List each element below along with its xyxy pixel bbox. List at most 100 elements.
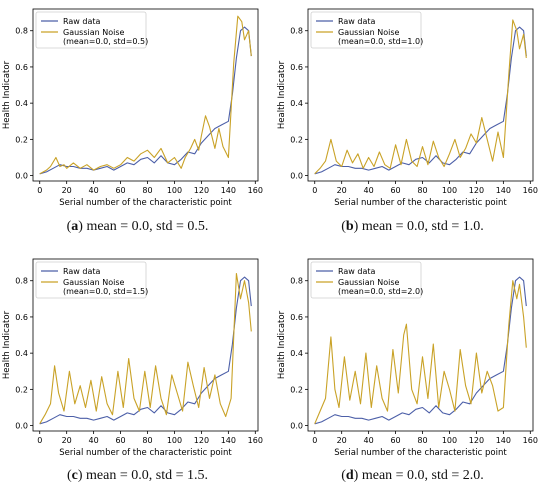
caption-text: mean = 0.0, std = 2.0. [361, 468, 484, 483]
x-tick-label: 20 [337, 436, 347, 445]
x-tick-label: 60 [115, 436, 125, 445]
x-tick-label: 0 [312, 186, 317, 195]
x-tick-label: 100 [442, 436, 457, 445]
x-tick-label: 20 [62, 186, 72, 195]
caption-c: (c) mean = 0.0, std = 1.5. [66, 468, 208, 483]
chart-panel-b: 0 20 40 60 80 100 120 140 160 0.0 0.2 0.4 0.6 0.8 Seri… [277, 8, 538, 208]
legend-label-params: (mean=0.0, std=1.0) [338, 37, 423, 46]
legend-label: Gaussian Noise [63, 28, 125, 37]
legend-label-params: (mean=0.0, std=0.5) [63, 37, 148, 46]
y-tick-label: 0.4 [290, 349, 303, 358]
caption-label: b [345, 219, 354, 234]
legend-label-params: (mean=0.0, std=1.5) [63, 287, 148, 296]
legend-label: Raw data [63, 17, 100, 26]
x-tick-label: 100 [442, 186, 457, 195]
legend-label: Gaussian Noise [338, 278, 400, 287]
y-tick-label: 0.8 [290, 277, 303, 286]
y-tick-label: 0.2 [15, 135, 28, 144]
x-tick-label: 120 [469, 436, 484, 445]
legend-box [310, 11, 422, 49]
x-tick-label: 20 [337, 186, 347, 195]
x-tick-label: 140 [496, 186, 511, 195]
plot-frame [307, 8, 534, 182]
x-tick-label: 60 [390, 186, 400, 195]
raw-data-line [314, 26, 527, 175]
x-tick-label: 40 [364, 186, 374, 195]
caption-label: c [71, 468, 78, 483]
y-tick-label: 0.2 [290, 385, 303, 394]
legend-box [35, 261, 147, 299]
x-tick-label: 100 [167, 436, 182, 445]
y-tick-label: 0.0 [15, 422, 28, 431]
y-tick-label: 0.8 [15, 27, 28, 36]
x-tick-label: 60 [115, 186, 125, 195]
x-tick-label: 20 [62, 436, 72, 445]
x-tick-label: 100 [167, 186, 182, 195]
raw-data-line [314, 276, 527, 425]
legend-label: Raw data [338, 17, 375, 26]
legend-label: Raw data [63, 267, 100, 276]
caption-text: mean = 0.0, std = 1.5. [86, 468, 208, 483]
x-tick-label: 160 [248, 436, 263, 445]
x-tick-label: 0 [37, 436, 42, 445]
plot-frame [32, 258, 259, 432]
y-tick-label: 0.4 [15, 99, 28, 108]
y-tick-label: 0.6 [15, 313, 28, 322]
x-tick-label: 80 [417, 436, 427, 445]
x-tick-label: 0 [37, 186, 42, 195]
chart-panel-c: 0 20 40 60 80 100 120 140 160 0.0 0.2 0.4 0.6 0.8 Seri… [2, 258, 263, 458]
x-axis-label: Serial number of the characteristic poin… [334, 448, 507, 458]
y-axis-label: Health Indicator [2, 310, 12, 379]
x-tick-label: 40 [89, 436, 99, 445]
legend-label-params: (mean=0.0, std=2.0) [338, 287, 423, 296]
x-tick-label: 140 [221, 186, 236, 195]
legend-label: Gaussian Noise [63, 278, 125, 287]
y-axis-label: Health Indicator [277, 310, 287, 379]
x-axis-label: Serial number of the characteristic poin… [334, 198, 507, 208]
gaussian-noise-line [39, 272, 252, 425]
x-tick-label: 120 [194, 436, 209, 445]
x-tick-label: 40 [89, 186, 99, 195]
y-tick-label: 0.0 [15, 172, 28, 181]
gaussian-noise-line [314, 280, 527, 425]
x-tick-label: 80 [142, 186, 152, 195]
x-tick-label: 80 [142, 436, 152, 445]
x-tick-label: 160 [523, 186, 538, 195]
x-tick-label: 160 [248, 186, 263, 195]
y-tick-label: 0.8 [15, 277, 28, 286]
caption-a: (a) mean = 0.0, std = 0.5. [66, 219, 209, 234]
chart-panel-d: 0 20 40 60 80 100 120 140 160 0.0 0.2 0.4 0.6 0.8 Seri… [277, 258, 538, 458]
x-tick-label: 160 [523, 436, 538, 445]
y-tick-label: 0.6 [290, 63, 303, 72]
x-axis-label: Serial number of the characteristic poin… [59, 198, 232, 208]
y-tick-label: 0.0 [290, 422, 303, 431]
x-tick-label: 40 [364, 436, 374, 445]
y-tick-label: 0.8 [290, 27, 303, 36]
caption-label: d [345, 468, 354, 483]
y-axis-label: Health Indicator [277, 60, 287, 129]
x-tick-label: 0 [312, 436, 317, 445]
caption-label: a [71, 219, 79, 234]
y-tick-label: 0.2 [290, 135, 303, 144]
legend-label: Gaussian Noise [338, 28, 400, 37]
legend-box [310, 261, 422, 299]
chart-panel-a: 0 20 40 60 80 100 120 140 160 0.0 0.2 0.4 0.6 0.8 Seri… [2, 8, 263, 208]
x-tick-label: 120 [194, 186, 209, 195]
caption-b: (b) mean = 0.0, std = 1.0. [341, 219, 484, 234]
x-tick-label: 60 [390, 436, 400, 445]
plot-frame [307, 258, 534, 432]
caption-text: mean = 0.0, std = 0.5. [86, 219, 209, 234]
y-tick-label: 0.4 [15, 349, 28, 358]
plot-frame [32, 8, 259, 182]
raw-data-line [39, 276, 252, 425]
y-tick-label: 0.4 [290, 99, 303, 108]
x-tick-label: 140 [221, 436, 236, 445]
x-tick-label: 80 [417, 186, 427, 195]
legend-box [35, 11, 147, 49]
caption-d: (d) mean = 0.0, std = 2.0. [341, 468, 484, 483]
x-tick-label: 120 [469, 186, 484, 195]
y-tick-label: 0.2 [15, 385, 28, 394]
gaussian-noise-line [314, 19, 527, 175]
y-tick-label: 0.0 [290, 172, 303, 181]
